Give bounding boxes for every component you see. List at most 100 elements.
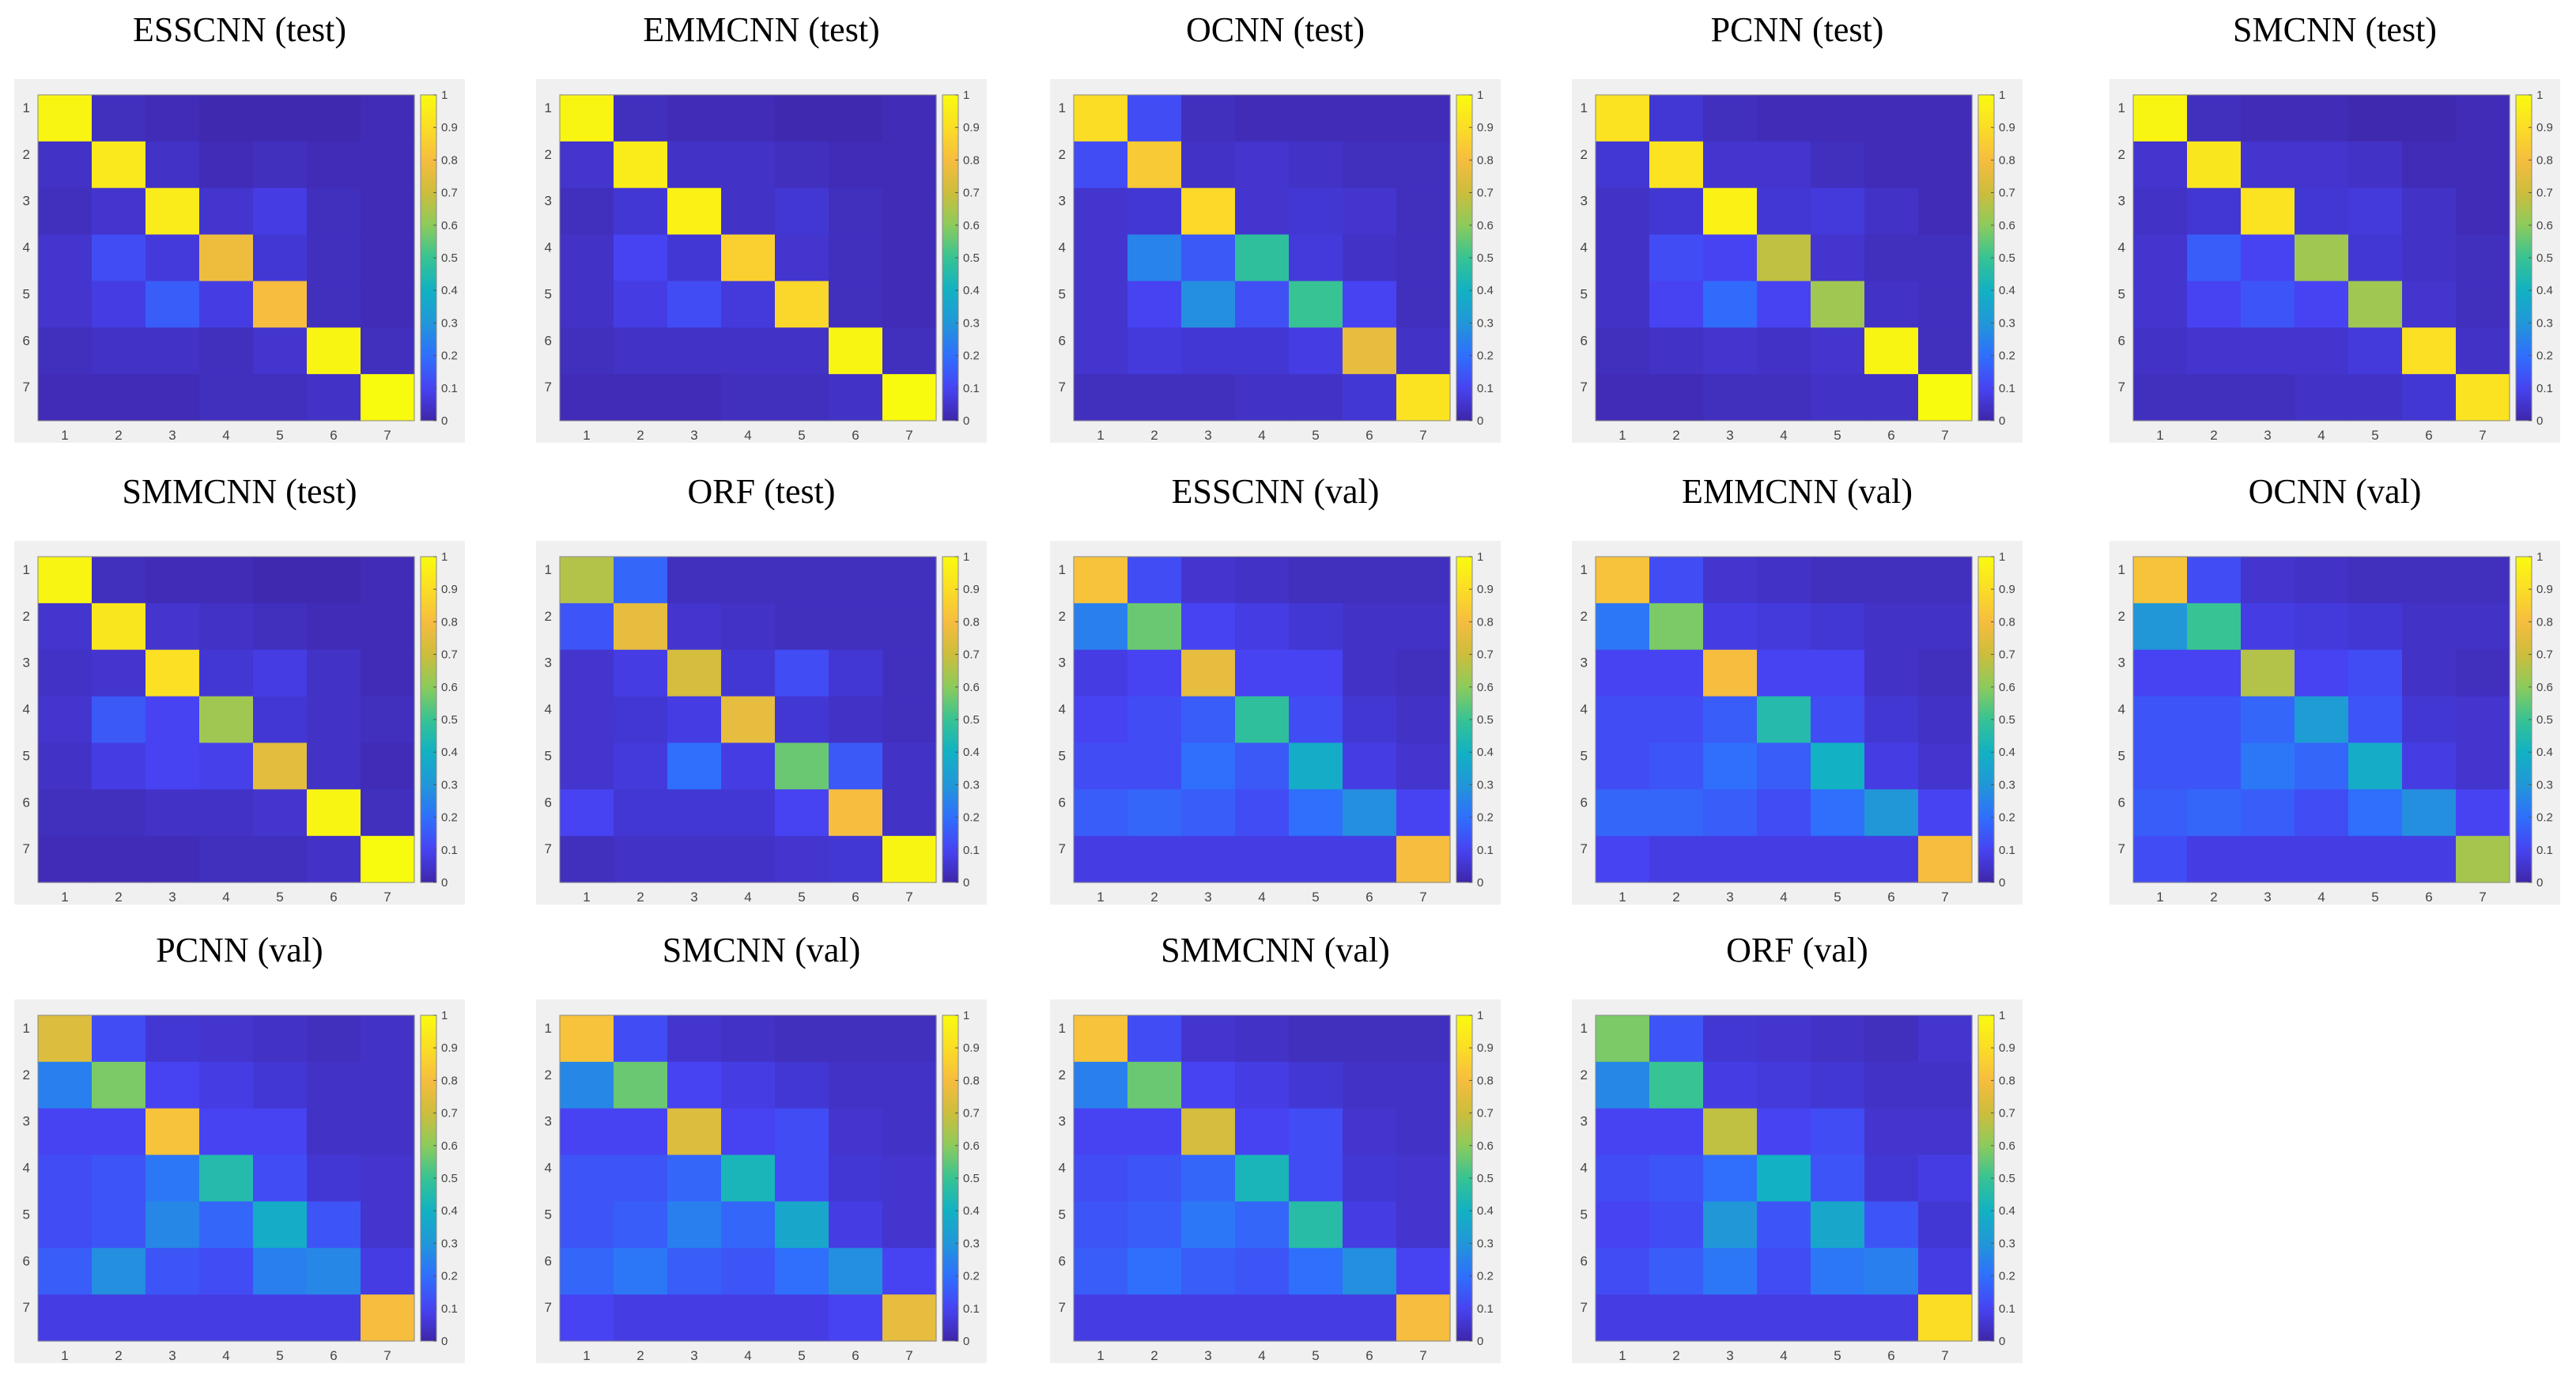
heatmap-cell (361, 1015, 415, 1063)
heatmap-cell (1343, 95, 1397, 142)
colorbar-tick-label: 1 (441, 550, 448, 564)
heatmap-cell (614, 649, 668, 697)
y-tick-label: 1 (545, 562, 552, 577)
heatmap-cell (2402, 281, 2457, 328)
heatmap-cell (2295, 603, 2349, 651)
colorbar-tick-label: 0.2 (441, 811, 458, 825)
heatmap-cell (199, 327, 254, 375)
y-tick-label: 4 (1581, 1161, 1588, 1176)
x-tick-label: 6 (852, 890, 859, 905)
colorbar-tick-label: 0.5 (441, 251, 458, 265)
heatmap-cell (1649, 557, 1704, 604)
heatmap-cell (38, 187, 93, 236)
heatmap-cell (1649, 374, 1704, 421)
colorbar-tick-label: 0 (963, 414, 969, 428)
heatmap-cell (1181, 327, 1236, 375)
heatmap-cell (1811, 141, 1865, 189)
heatmap-cell (1864, 95, 1919, 142)
colorbar-tick-label: 0.7 (963, 187, 980, 200)
colorbar-tick-label: 0.6 (963, 219, 980, 232)
heatmap-cell (1127, 836, 1182, 883)
heatmap-cell (1127, 1294, 1182, 1342)
heatmap-svg: 1 1 2 2 3 3 4 4 5 5 6 6 7 7 0 0.1 0.2 0.3 0.4 0.5 0.6 0.7 0.8 0… (536, 999, 987, 1363)
heatmap-cell (145, 1108, 200, 1156)
heatmap-cell (92, 603, 146, 651)
heatmap-cell (2133, 649, 2188, 697)
heatmap-cell (361, 1108, 415, 1156)
heatmap-cell (1811, 1248, 1865, 1295)
y-tick-label: 7 (1059, 1300, 1066, 1315)
colorbar-tick-label: 0.5 (441, 1172, 458, 1185)
heatmap-cell (1235, 187, 1290, 236)
heatmap-cell (2348, 649, 2403, 697)
heatmap-cell (92, 1201, 146, 1249)
heatmap-cell (1596, 1108, 1650, 1156)
colorbar-tick-label: 0.6 (441, 1139, 458, 1153)
colorbar-tick-label: 0.3 (963, 316, 980, 330)
heatmap-cell (1289, 789, 1343, 837)
heatmap-cell (1396, 95, 1451, 142)
x-tick-label: 2 (1672, 1348, 1679, 1363)
heatmap-cell (1703, 696, 1758, 744)
heatmap-cell (614, 1108, 668, 1156)
heatmap-cell (2402, 374, 2457, 421)
heatmap-cell (38, 95, 93, 142)
heatmap-cell (882, 1108, 937, 1156)
heatmap-cell (2187, 649, 2242, 697)
heatmap-cell (1396, 603, 1451, 651)
confusion-matrix-panel: ESSCNN (test) 1 1 2 2 3 3 4 4 5 5 6 6 7 7 0 0.1 0.2 0.3 0.4… (14, 9, 465, 452)
heatmap-cell (1235, 1201, 1290, 1249)
heatmap-cell (1181, 789, 1236, 837)
confusion-matrix-panel: SMCNN (test) 1 1 2 2 3 3 4 4 5 5 6 6 7 7 0 0.1 0.2 0.3 0.4 0… (2110, 9, 2560, 452)
heatmap-cell (1127, 187, 1182, 236)
heatmap-cell (2295, 95, 2349, 142)
colorbar-tick-label: 0.4 (1999, 284, 2015, 297)
heatmap-cell (1864, 234, 1919, 282)
heatmap-cell (145, 1248, 200, 1295)
y-tick-label: 6 (2118, 795, 2125, 810)
colorbar-tick-label: 0.8 (2536, 615, 2553, 629)
heatmap-cell (882, 327, 937, 375)
colorbar-tick-label: 0.3 (1477, 778, 1494, 792)
heatmap-cell (775, 95, 829, 142)
heatmap-cell (1396, 1061, 1451, 1109)
y-tick-label: 3 (23, 655, 30, 671)
heatmap-cell (2456, 95, 2510, 142)
colorbar-tick-label: 0.1 (1999, 382, 2015, 395)
x-tick-label: 4 (1258, 1348, 1265, 1363)
heatmap-cell (1074, 603, 1128, 651)
heatmap-cell (1864, 1294, 1919, 1342)
colorbar-tick-label: 0.1 (441, 844, 458, 857)
heatmap-cell (361, 234, 415, 282)
heatmap-cell (1757, 557, 1811, 604)
x-tick-label: 5 (1312, 890, 1319, 905)
heatmap-cell (614, 789, 668, 837)
y-tick-label: 2 (545, 147, 552, 162)
heatmap-cell (2402, 234, 2457, 282)
x-tick-label: 1 (1618, 428, 1626, 443)
colorbar-tick-label: 0 (441, 876, 448, 890)
y-tick-label: 3 (23, 1114, 30, 1129)
heatmap-cell (614, 187, 668, 236)
colorbar-tick-label: 0.5 (963, 713, 980, 727)
heatmap-cell (1235, 281, 1290, 328)
y-tick-label: 5 (23, 1207, 30, 1222)
x-tick-label: 4 (744, 890, 751, 905)
heatmap-cell (1649, 281, 1704, 328)
colorbar-tick-label: 0.8 (1999, 615, 2015, 629)
y-tick-label: 4 (545, 702, 552, 717)
colorbar-tick-label: 0.4 (963, 746, 980, 759)
heatmap-cell (1289, 1294, 1343, 1342)
heatmap-cell (307, 649, 361, 697)
heatmap-cell (1235, 603, 1290, 651)
heatmap-cell (882, 1154, 937, 1203)
colorbar-tick-label: 0.2 (1477, 811, 1494, 825)
heatmap-cell (307, 1201, 361, 1249)
heatmap-cell (1396, 234, 1451, 282)
heatmap-cell (721, 742, 776, 790)
confusion-matrix-panel: PCNN (val) 1 1 2 2 3 3 4 4 5 5 6 6 7 7 0 0.1 0.2 0.3 0.4 0.5… (14, 930, 465, 1373)
heatmap-cell (1181, 1061, 1236, 1109)
heatmap-cell (38, 281, 93, 328)
heatmap-cell (361, 141, 415, 189)
heatmap-cell (145, 1015, 200, 1063)
